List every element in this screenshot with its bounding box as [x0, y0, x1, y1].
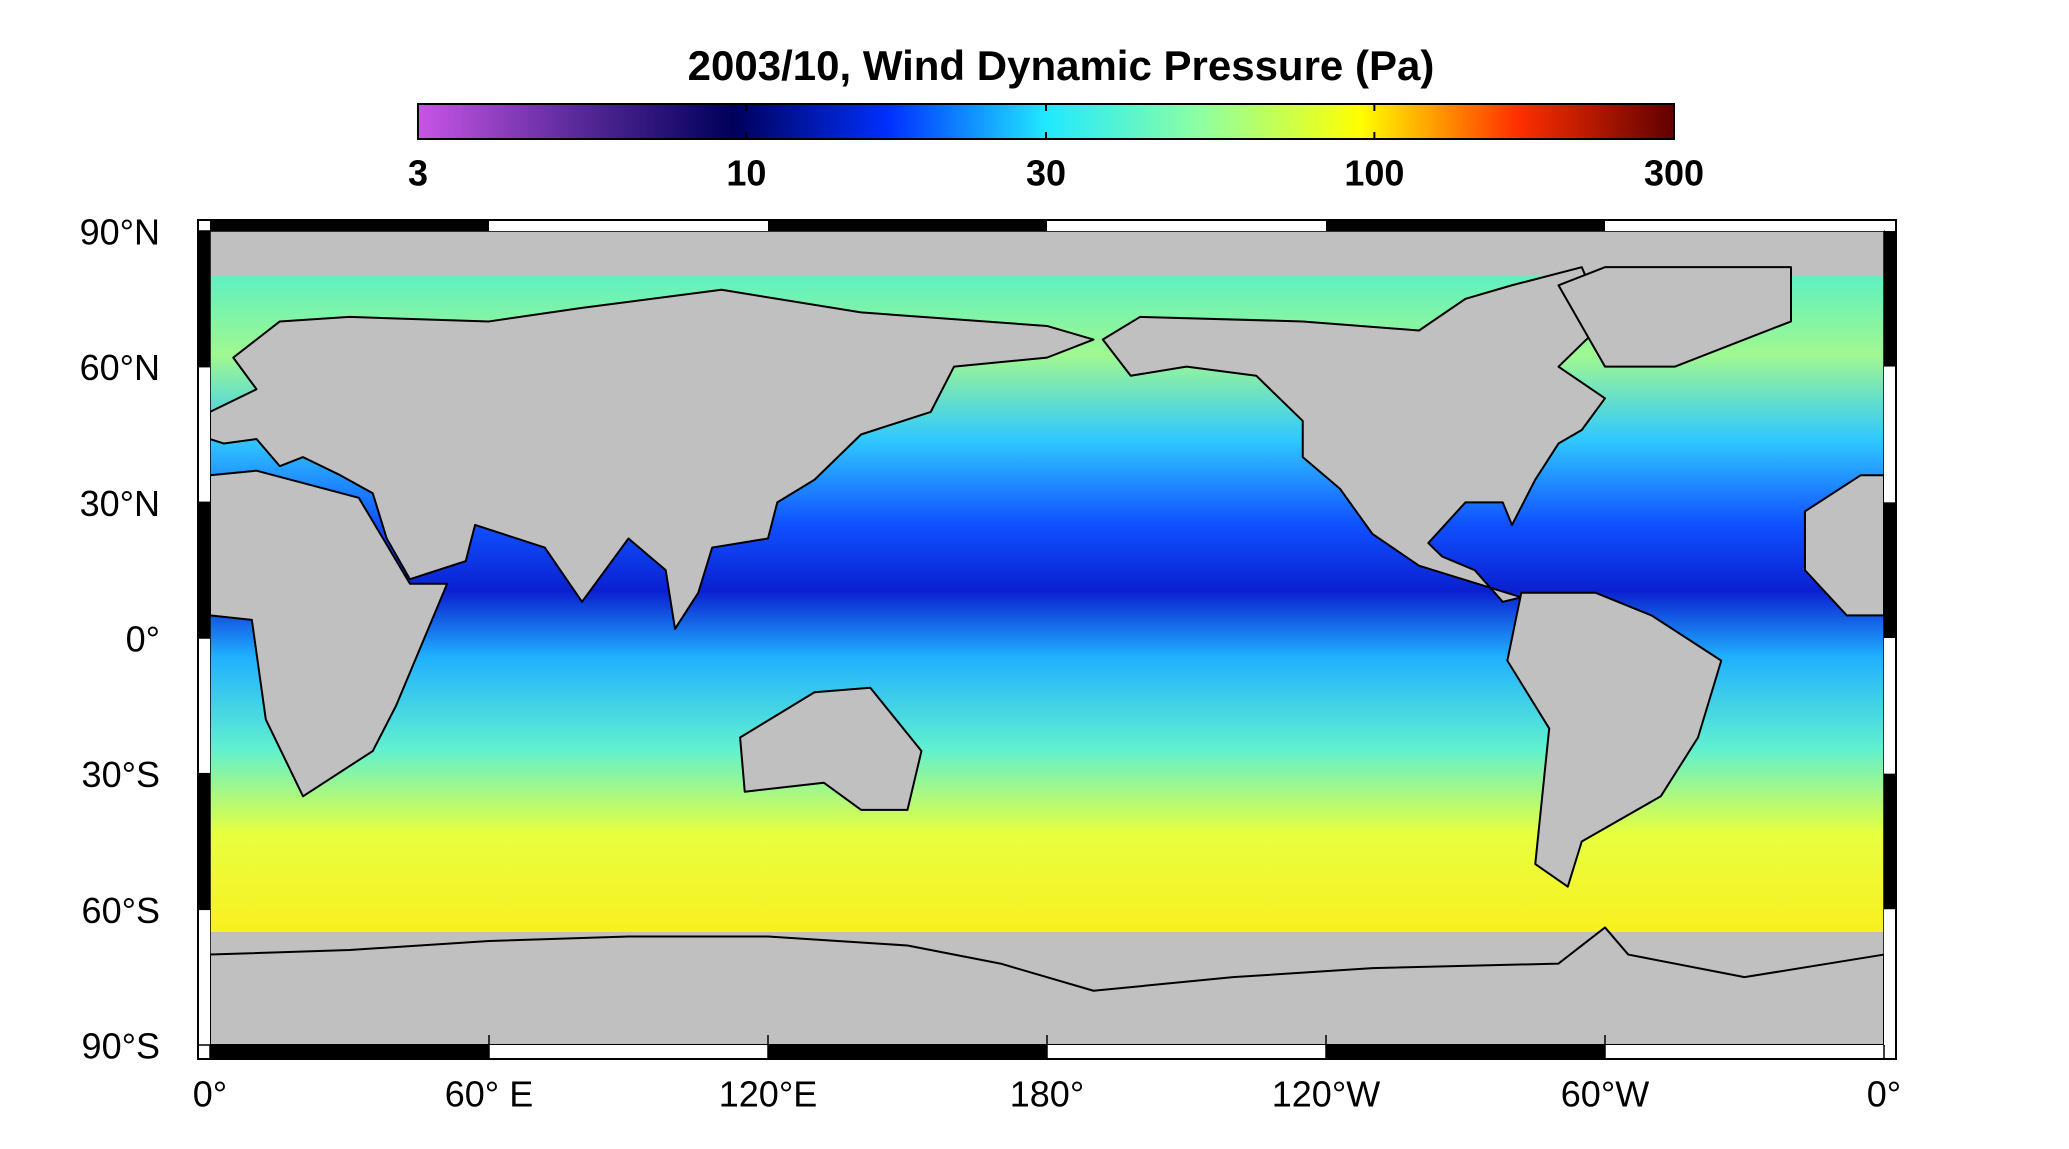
- colorbar-tick-label: 30: [1026, 153, 1066, 194]
- colorbar-tick-label: 3: [408, 153, 428, 194]
- frame-tick-bar: [768, 1045, 1047, 1059]
- landmass: [209, 288, 1095, 630]
- y-tick-label: 60°N: [80, 347, 160, 388]
- frame-tick-bar: [1884, 638, 1896, 774]
- chart-title: 2003/10, Wind Dynamic Pressure (Pa): [688, 42, 1435, 89]
- x-tick-label: 120°W: [1272, 1074, 1380, 1115]
- colorbar-tick-label: 10: [726, 153, 766, 194]
- frame-tick-bar: [1047, 220, 1326, 231]
- frame-border: [197, 219, 1897, 1060]
- y-tick-label: 60°S: [82, 890, 160, 931]
- x-tick-label: 180°: [1010, 1074, 1084, 1115]
- x-tick-label: 60°W: [1561, 1074, 1649, 1115]
- frame-tick-bar: [1047, 1045, 1326, 1059]
- frame-tick-bar: [1884, 909, 1896, 1045]
- frame-tick-bar: [1605, 220, 1884, 231]
- frame-tick-bar: [198, 231, 210, 367]
- landmass: [1506, 591, 1723, 888]
- x-tick-label: 0°: [193, 1074, 227, 1115]
- frame-tick-bar: [768, 220, 1047, 231]
- x-tick-label: 120°E: [719, 1074, 817, 1115]
- frame-tick-bar: [489, 1045, 768, 1059]
- frame-tick-bar: [198, 773, 210, 910]
- frame-tick-bar: [210, 1045, 489, 1059]
- frame-tick-bar: [1884, 773, 1896, 910]
- frame-tick-bar: [210, 220, 489, 231]
- y-tick-label: 0°: [126, 619, 160, 660]
- colorbar-tick-label: 100: [1344, 153, 1404, 194]
- frame-tick-bar: [1605, 1045, 1884, 1059]
- frame-tick-bar: [1884, 366, 1896, 503]
- landmass: [739, 686, 923, 811]
- frame-tick-bar: [198, 502, 210, 638]
- landmass: [1557, 266, 1792, 368]
- colorbar: 3 10 30 100 300: [408, 103, 1704, 194]
- y-tick-label: 30°S: [82, 754, 160, 795]
- frame-tick-bar: [1884, 502, 1896, 638]
- map: 0° 60° E 120°E 180° 120°W 60°W 0° 90°N 60°N 30°N 0…: [80, 212, 1902, 1115]
- frame-tick-bar: [1326, 1045, 1605, 1059]
- frame-tick-bar: [1326, 220, 1605, 231]
- x-tick-label: 0°: [1867, 1074, 1901, 1115]
- frame-tick-bar: [198, 638, 210, 774]
- y-tick-label: 90°S: [82, 1026, 160, 1067]
- colorbar-tick-label: 300: [1644, 153, 1704, 194]
- y-tick-label: 90°N: [80, 212, 160, 253]
- y-tick-label: 30°N: [80, 483, 160, 524]
- frame-tick-bar: [198, 909, 210, 1045]
- landmass: [209, 469, 449, 798]
- landmass: [1101, 266, 1606, 603]
- frame-tick-bar: [1884, 231, 1896, 367]
- frame-tick-bar: [198, 366, 210, 503]
- x-tick-label: 60° E: [445, 1074, 533, 1115]
- frame-tick-bar: [489, 220, 768, 231]
